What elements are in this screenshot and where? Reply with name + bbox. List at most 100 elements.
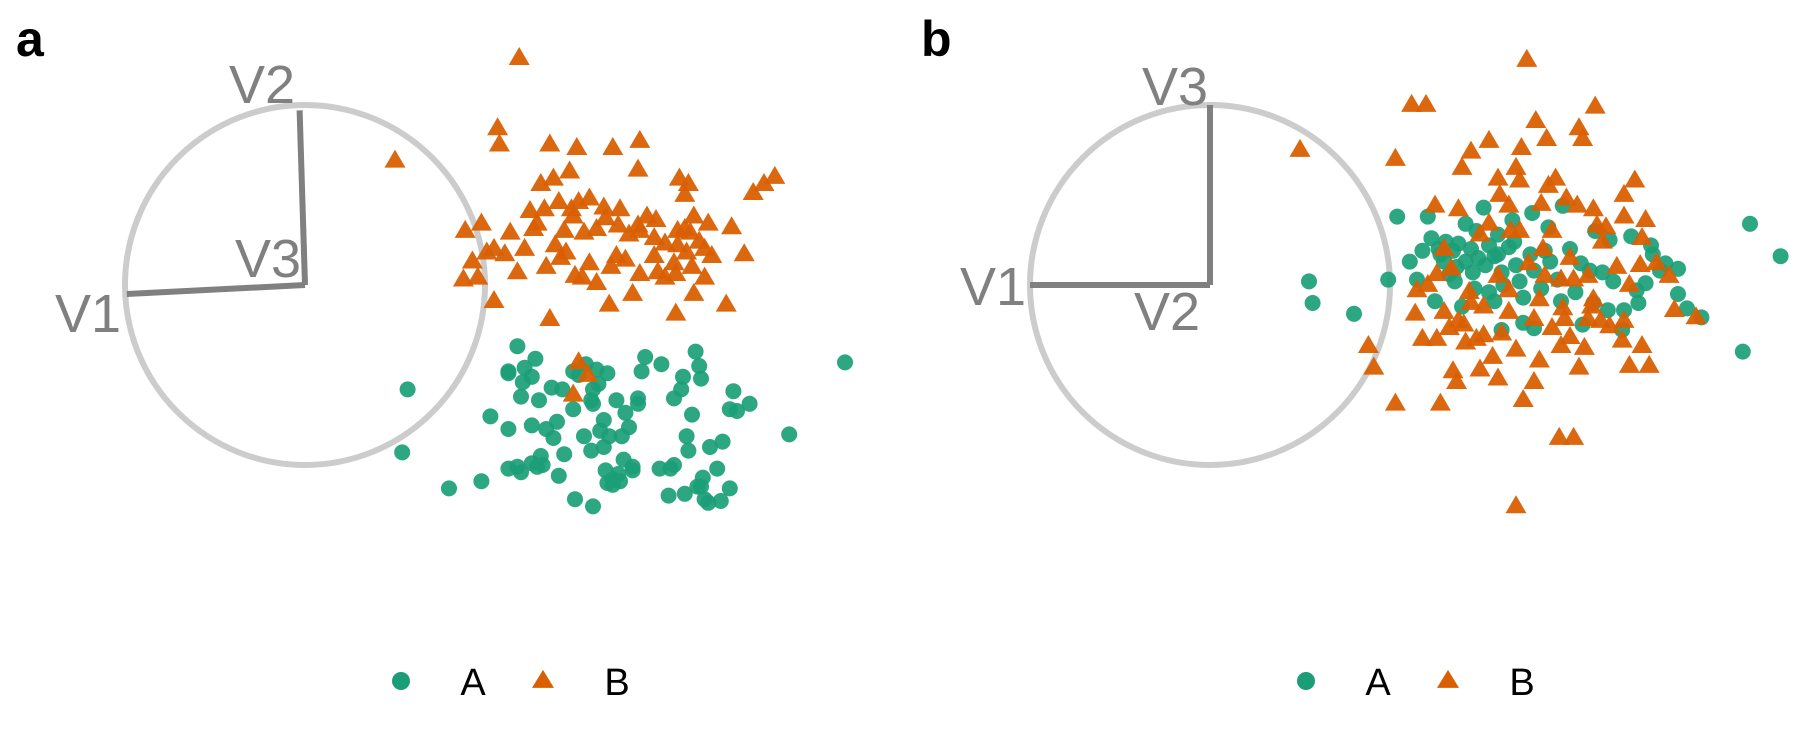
point-b — [535, 255, 557, 274]
point-b — [1505, 156, 1527, 175]
point-b — [1417, 273, 1439, 292]
point-a — [576, 428, 592, 445]
point-a — [1567, 284, 1584, 301]
point-a — [680, 442, 697, 459]
point-b — [1555, 187, 1577, 206]
point-b — [1595, 216, 1617, 235]
legend-marker-b — [532, 669, 554, 688]
point-b — [1478, 212, 1500, 231]
point-b — [1505, 495, 1527, 514]
point-b — [683, 205, 705, 224]
point-a — [702, 439, 718, 455]
point-a — [721, 480, 738, 497]
point-b — [1577, 308, 1599, 327]
point-b — [609, 198, 631, 217]
point-b — [721, 216, 743, 235]
point-a — [556, 446, 573, 463]
axis-label-v3: V3 — [235, 229, 301, 289]
point-a — [678, 428, 695, 445]
point-b — [1554, 308, 1576, 327]
point-a — [630, 390, 646, 407]
point-b — [562, 205, 584, 224]
point-b — [1582, 198, 1604, 217]
point-b — [1577, 264, 1599, 283]
point-a — [1594, 264, 1611, 281]
point-a — [653, 356, 670, 373]
point-b — [1509, 169, 1531, 188]
point-a — [482, 408, 499, 425]
point-b — [1415, 93, 1437, 112]
point-a — [441, 480, 457, 497]
point-b — [1566, 194, 1588, 213]
scatter-plot-a: V1 V2 V3 A B — [55, 47, 853, 704]
point-b — [645, 209, 667, 228]
point-b — [764, 165, 786, 184]
point-b — [1618, 273, 1640, 292]
point-a — [1427, 293, 1443, 310]
point-a — [565, 401, 582, 418]
scatter-plot-b: V1 V2 V3 A B — [960, 48, 1789, 704]
point-b — [577, 363, 599, 382]
legend-marker-b — [1437, 669, 1459, 688]
point-a — [684, 406, 700, 423]
point-b — [578, 252, 600, 271]
point-b — [600, 255, 622, 274]
point-a — [509, 338, 526, 355]
point-b — [1384, 392, 1406, 411]
point-b — [742, 182, 764, 201]
point-a — [693, 370, 709, 387]
point-b — [1536, 128, 1558, 147]
point-b — [1442, 360, 1464, 379]
axis-label-v3: V3 — [1142, 57, 1208, 117]
point-a — [1389, 208, 1406, 225]
point-b — [1451, 156, 1473, 175]
point-b — [614, 248, 636, 267]
point-b — [629, 263, 651, 282]
point-b — [1411, 327, 1433, 346]
point-b — [627, 214, 649, 233]
point-b — [1512, 389, 1534, 408]
point-a — [691, 358, 708, 374]
point-b — [586, 272, 608, 291]
point-b — [1424, 194, 1446, 213]
legend-label-a: A — [460, 662, 486, 704]
panel-label-a: a — [16, 11, 44, 67]
point-b — [1516, 48, 1538, 67]
point-b — [1460, 291, 1482, 310]
point-b — [665, 263, 687, 282]
point-b — [562, 383, 584, 402]
point-b — [1537, 174, 1559, 193]
point-a — [1637, 275, 1654, 292]
point-a — [500, 460, 517, 477]
point-b — [1572, 128, 1594, 147]
point-b — [1523, 308, 1545, 327]
point-b — [1429, 392, 1451, 411]
point-b — [1568, 356, 1590, 375]
unit-circle — [122, 102, 488, 468]
point-a — [675, 368, 691, 385]
point-a — [693, 478, 709, 495]
point-b — [1458, 281, 1480, 300]
point-a — [1734, 343, 1751, 360]
legend-label-b: B — [1509, 662, 1534, 704]
point-b — [607, 214, 629, 233]
point-b — [1473, 324, 1495, 343]
point-a — [725, 383, 742, 400]
point-b — [665, 302, 687, 321]
point-b — [1624, 169, 1646, 188]
point-a — [523, 455, 540, 472]
point-a — [1401, 253, 1418, 270]
point-a — [624, 462, 641, 479]
point-b — [506, 261, 528, 280]
point-b — [1530, 192, 1552, 211]
point-b — [1447, 309, 1469, 328]
point-a — [676, 485, 693, 502]
point-b — [694, 266, 716, 285]
point-b — [1559, 326, 1581, 345]
point-a — [1450, 235, 1467, 252]
point-a — [513, 388, 529, 405]
point-b — [681, 255, 703, 274]
point-b — [643, 245, 665, 264]
point-a — [709, 460, 726, 477]
point-a — [500, 421, 517, 437]
